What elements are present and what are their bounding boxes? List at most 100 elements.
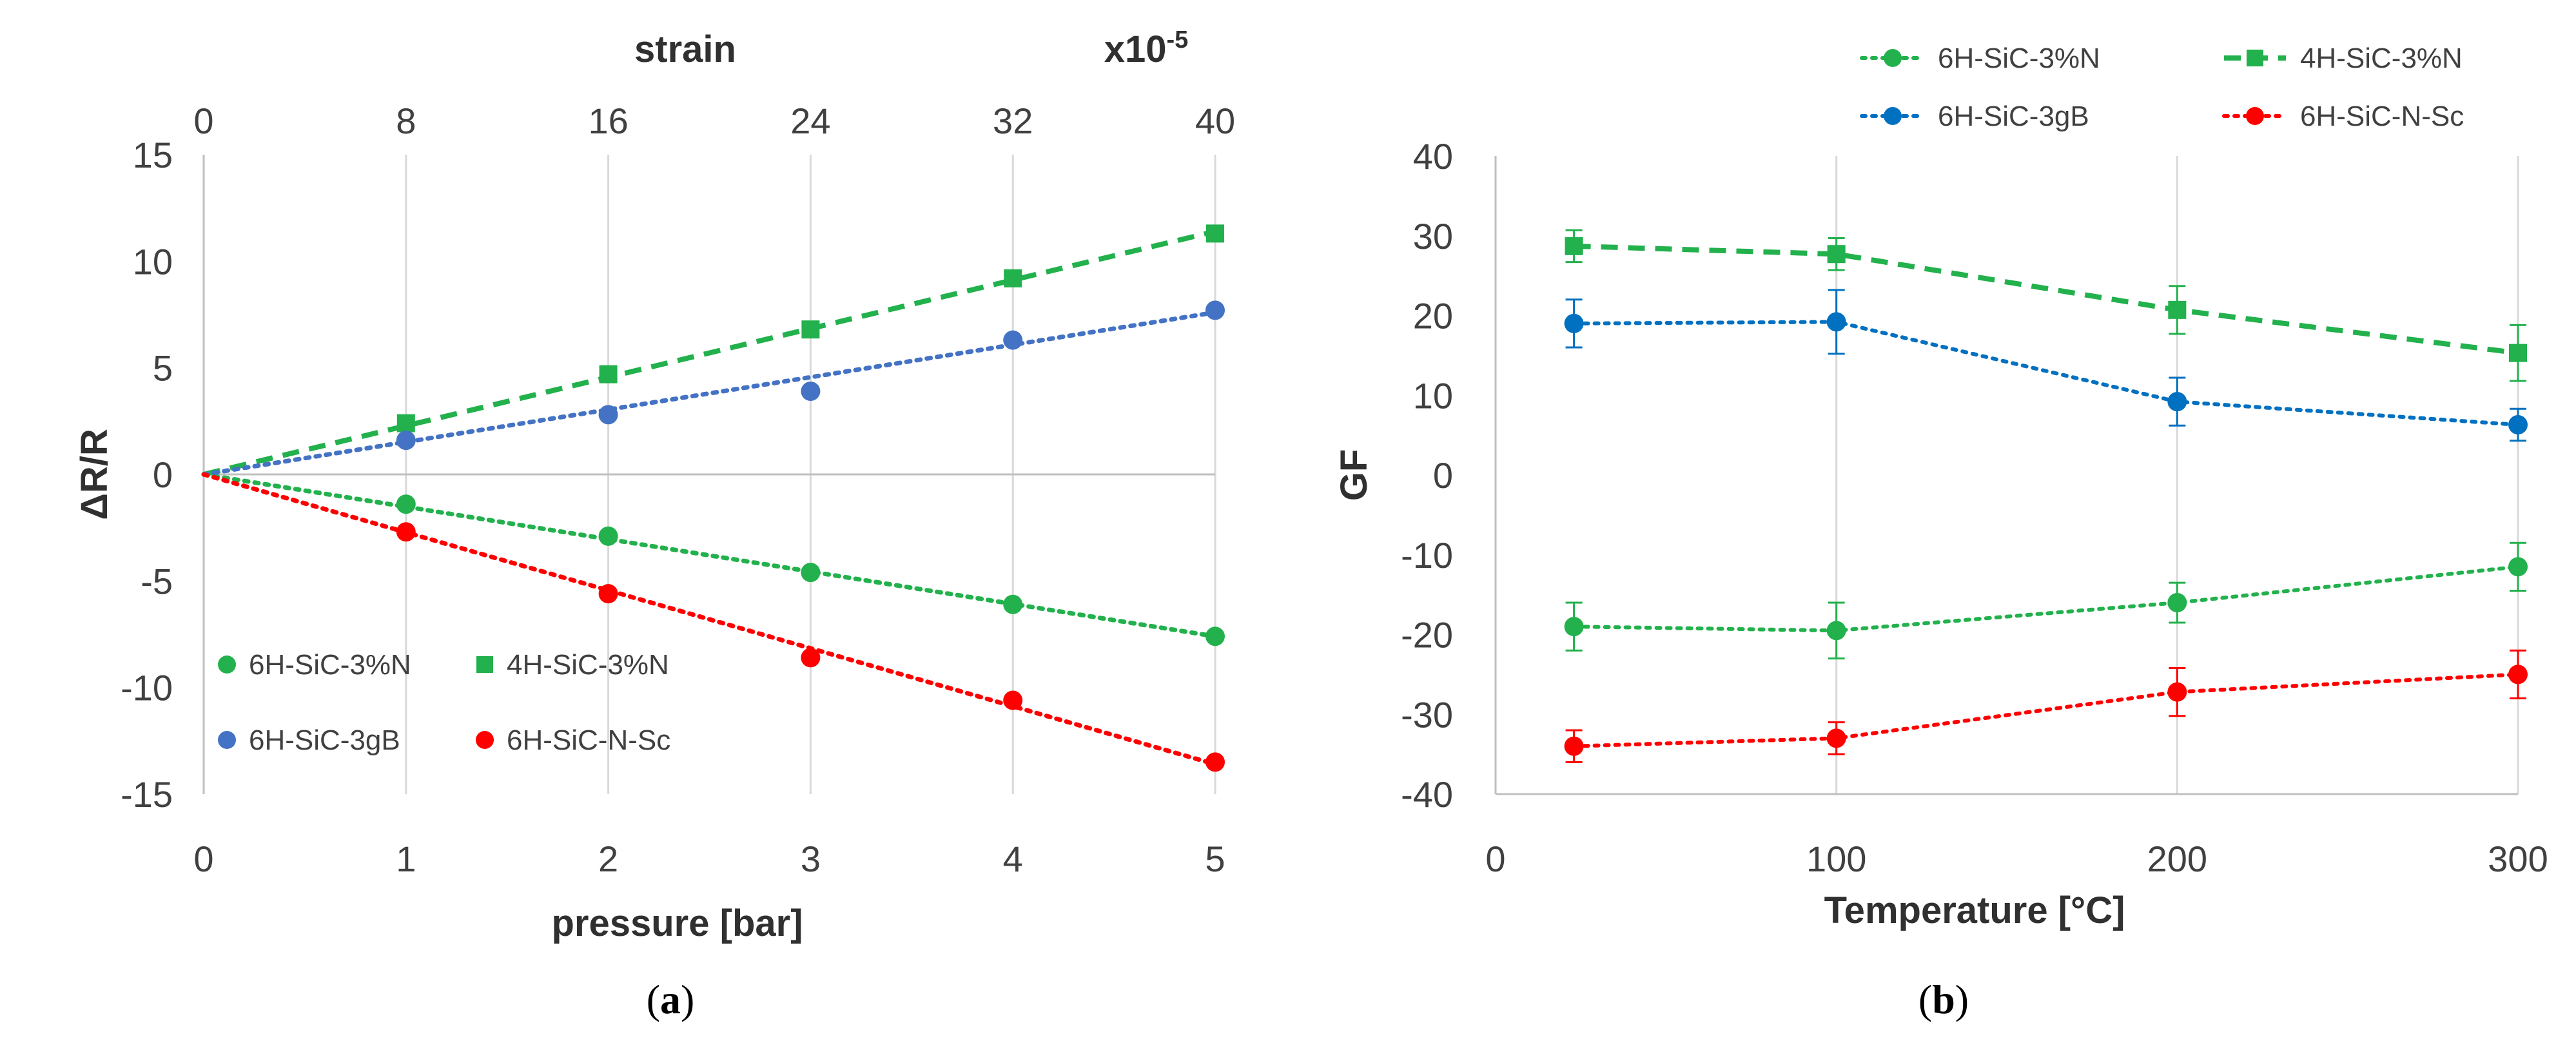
b-x-tick-200: 200	[2147, 839, 2207, 879]
a-y-tick-5: 5	[153, 348, 173, 389]
a-x-tick-2: 2	[598, 839, 618, 879]
a-point-6h-sic-3gb-2	[598, 405, 618, 425]
a-y-tick-15: 15	[133, 135, 173, 175]
caption-b: (b)	[1918, 976, 1969, 1022]
b-y-tick-30: 30	[1413, 216, 1453, 257]
a-point-6h-sic-n-sc-4	[1003, 690, 1023, 710]
b-y-tick-10: 10	[1413, 375, 1453, 416]
a-point-6h-sic-3-n-3	[801, 563, 821, 583]
a-point-4h-sic-3-n-3	[801, 320, 820, 339]
b-point-6h-sic-n-sc-300	[2508, 665, 2528, 685]
a-top-tick-24: 24	[790, 101, 830, 141]
a-point-6h-sic-n-sc-3	[801, 648, 821, 668]
b-point-6h-sic-n-sc-100	[1826, 728, 1846, 748]
a-point-6h-sic-3gb-1	[396, 431, 416, 451]
a-fit-line-6h-sic-3-n	[201, 472, 1218, 639]
b-point-6h-sic-3gb-300	[2508, 415, 2528, 435]
a-y-axis-title: ΔR/R	[73, 429, 115, 520]
b-y-axis-title: GF	[1333, 449, 1375, 501]
a-point-4h-sic-3-n-4	[1004, 269, 1022, 287]
b-y-tick--30: -30	[1401, 694, 1453, 735]
b-point-6h-sic-n-sc-200	[2167, 682, 2187, 702]
a-y-tick--10: -10	[121, 668, 173, 708]
a-y-tick--15: -15	[121, 774, 173, 815]
a-point-6h-sic-3-n-2	[598, 526, 618, 546]
b-point-6h-sic-n-sc-23	[1564, 736, 1584, 756]
a-legend-label-4h-sic-3-n: 4H-SiC-3%N	[507, 649, 669, 681]
b-point-6h-sic-3-n-23	[1564, 617, 1584, 637]
b-point-6h-sic-3-n-100	[1826, 621, 1846, 641]
a-x-tick-4: 4	[1003, 839, 1023, 879]
b-legend-marker-6h-sic-3gb	[1884, 107, 1902, 125]
b-point-4h-sic-3-n-23	[1565, 237, 1583, 255]
b-line-6h-sic-n-sc	[1572, 672, 2520, 748]
b-x-tick-100: 100	[1806, 839, 1866, 879]
a-y-tick--5: -5	[141, 561, 173, 601]
a-x-tick-0: 0	[193, 839, 213, 879]
a-top-tick-32: 32	[993, 101, 1033, 141]
a-point-6h-sic-n-sc-2	[598, 584, 618, 604]
b-y-tick-40: 40	[1413, 136, 1453, 177]
a-legend-label-6h-sic-n-sc: 6H-SiC-N-Sc	[507, 724, 670, 756]
a-legend-marker-4h-sic-3-n	[476, 656, 493, 673]
a-point-6h-sic-n-sc-1	[396, 522, 416, 542]
b-point-4h-sic-3-n-300	[2509, 344, 2527, 362]
b-legend-label-6h-sic-3-n: 6H-SiC-3%N	[1938, 43, 2100, 74]
a-legend-marker-6h-sic-3gb	[218, 731, 236, 749]
b-point-6h-sic-3-n-200	[2167, 593, 2187, 612]
b-point-4h-sic-3-n-100	[1827, 245, 1846, 264]
a-legend-marker-6h-sic-3-n	[218, 655, 236, 674]
b-y-tick-0: 0	[1433, 455, 1453, 496]
b-legend-marker-4h-sic-3-n	[2247, 50, 2263, 66]
b-line-6h-sic-3-n	[1572, 565, 2520, 633]
a-legend-label-6h-sic-3gb: 6H-SiC-3gB	[249, 724, 400, 756]
a-point-4h-sic-3-n-1	[396, 414, 415, 432]
a-top-tick-8: 8	[396, 101, 416, 141]
b-point-6h-sic-3gb-100	[1826, 312, 1846, 332]
a-fit-line-6h-sic-3gb	[201, 310, 1218, 477]
b-legend-label-6h-sic-3gb: 6H-SiC-3gB	[1938, 101, 2089, 132]
a-point-4h-sic-3-n-2	[599, 365, 618, 384]
a-top-tick-16: 16	[588, 101, 628, 141]
b-y-tick--40: -40	[1401, 774, 1453, 815]
b-y-tick--20: -20	[1401, 615, 1453, 655]
b-legend-marker-6h-sic-3-n	[1884, 49, 1902, 67]
b-y-tick-20: 20	[1413, 296, 1453, 336]
a-point-6h-sic-3-n-4	[1003, 594, 1023, 614]
b-point-6h-sic-3gb-200	[2167, 392, 2187, 412]
a-point-6h-sic-3gb-3	[801, 382, 821, 402]
b-point-6h-sic-3-n-300	[2508, 557, 2528, 577]
a-point-6h-sic-3-n-5	[1205, 626, 1225, 646]
a-y-tick-10: 10	[133, 241, 173, 282]
b-x-tick-300: 300	[2488, 839, 2548, 879]
caption-a: (a)	[647, 976, 695, 1022]
a-x-tick-3: 3	[801, 839, 821, 879]
a-x-axis-title: pressure [bar]	[551, 902, 803, 944]
b-x-axis-title: Temperature [°C]	[1824, 889, 2125, 931]
a-point-4h-sic-3-n-5	[1206, 224, 1224, 243]
b-legend-label-4h-sic-3-n: 4H-SiC-3%N	[2300, 43, 2463, 74]
b-line-4h-sic-3-n	[1574, 243, 2519, 356]
b-line-6h-sic-3gb	[1572, 320, 2520, 427]
a-point-6h-sic-3gb-5	[1205, 300, 1225, 320]
a-point-6h-sic-3-n-1	[396, 494, 416, 514]
a-x-tick-5: 5	[1205, 839, 1225, 879]
a-x-tick-1: 1	[396, 839, 416, 879]
panel-a-chart: -15 -10 -5 0 5 10 15 0 1 2 3 4 5 0 8 16 24 32 40 pressure […	[73, 101, 1235, 944]
top-axis-multiplier: x10-5	[1104, 26, 1189, 70]
b-legend-label-6h-sic-n-sc: 6H-SiC-N-Sc	[2300, 101, 2464, 132]
a-point-6h-sic-n-sc-5	[1205, 752, 1225, 772]
a-legend-marker-6h-sic-n-sc	[476, 731, 494, 749]
a-top-tick-40: 40	[1195, 101, 1235, 141]
top-axis-title: strain	[634, 28, 736, 70]
a-legend-label-6h-sic-3-n: 6H-SiC-3%N	[249, 649, 411, 681]
b-x-tick-0: 0	[1485, 839, 1505, 879]
a-point-6h-sic-3gb-4	[1003, 330, 1023, 350]
a-fit-line-6h-sic-n-sc	[201, 472, 1218, 767]
b-point-6h-sic-3gb-23	[1564, 313, 1584, 333]
b-legend-marker-6h-sic-n-sc	[2246, 107, 2264, 125]
b-point-4h-sic-3-n-200	[2168, 300, 2187, 319]
panel-b-chart: -40 -30 -20 -10 0 10 20 30 40 0 100 200 300 Temperatu…	[1333, 43, 2548, 931]
a-top-tick-0: 0	[193, 101, 213, 141]
